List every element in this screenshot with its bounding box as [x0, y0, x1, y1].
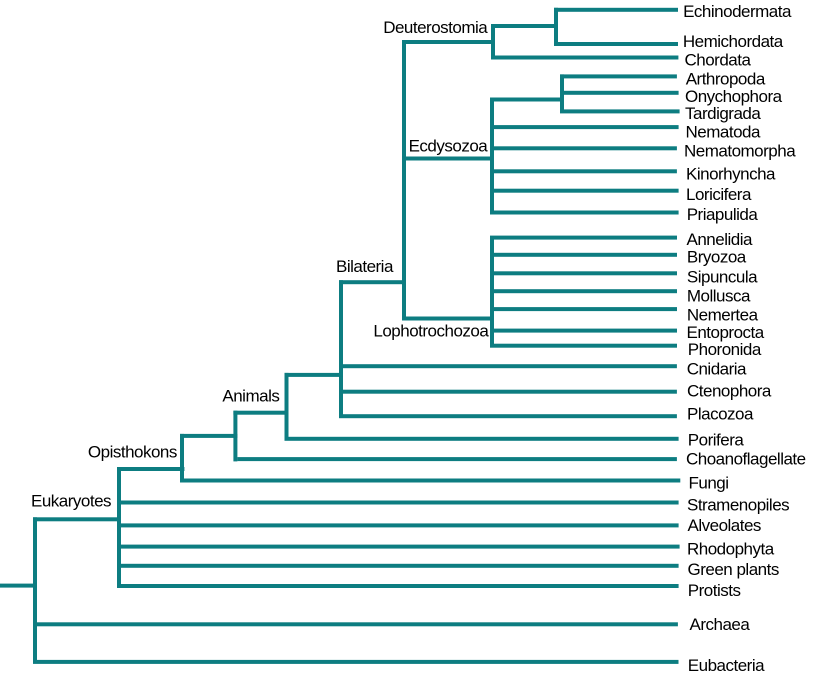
svg-text:Nematoda: Nematoda	[686, 123, 761, 142]
svg-text:Eubacteria: Eubacteria	[688, 656, 765, 673]
svg-text:Porifera: Porifera	[688, 431, 745, 450]
svg-text:Archaea: Archaea	[690, 615, 751, 634]
svg-text:Alveolates: Alveolates	[688, 516, 761, 535]
svg-text:Green plants: Green plants	[688, 560, 779, 579]
svg-text:Cnidaria: Cnidaria	[687, 360, 747, 379]
svg-text:Stramenopiles: Stramenopiles	[687, 496, 789, 515]
svg-text:Animals: Animals	[222, 387, 279, 406]
svg-text:Echinodermata: Echinodermata	[683, 2, 792, 21]
svg-text:Tardigrada: Tardigrada	[685, 104, 761, 123]
svg-text:Onychophora: Onychophora	[685, 87, 783, 106]
svg-text:Hemichordata: Hemichordata	[683, 32, 784, 51]
svg-text:Ctenophora: Ctenophora	[687, 382, 772, 401]
svg-text:Mollusca: Mollusca	[687, 286, 751, 305]
svg-text:Nematomorpha: Nematomorpha	[684, 142, 796, 161]
svg-text:Chordata: Chordata	[685, 51, 752, 70]
svg-text:Nemertea: Nemertea	[687, 305, 759, 324]
svg-text:Protists: Protists	[688, 581, 741, 600]
svg-text:Bilateria: Bilateria	[336, 257, 394, 276]
svg-text:Entoprocta: Entoprocta	[687, 323, 765, 342]
svg-text:Placozoa: Placozoa	[687, 405, 754, 424]
svg-text:Bryozoa: Bryozoa	[687, 248, 747, 267]
svg-text:Deuterostomia: Deuterostomia	[383, 18, 488, 37]
svg-text:Sipuncula: Sipuncula	[687, 267, 758, 286]
svg-text:Ecdysozoa: Ecdysozoa	[409, 136, 489, 155]
svg-text:Opisthokons: Opisthokons	[88, 442, 177, 461]
svg-text:Annelidia: Annelidia	[687, 230, 753, 249]
svg-text:Loricifera: Loricifera	[686, 185, 752, 204]
svg-text:Arthropoda: Arthropoda	[686, 69, 766, 88]
svg-text:Kinorhyncha: Kinorhyncha	[686, 164, 776, 183]
svg-text:Priapulida: Priapulida	[687, 205, 759, 224]
svg-text:Phoronida: Phoronida	[688, 340, 762, 359]
svg-text:Fungi: Fungi	[689, 474, 729, 493]
svg-text:Choanoflagellate: Choanoflagellate	[686, 450, 806, 469]
svg-text:Eukaryotes: Eukaryotes	[31, 492, 111, 511]
svg-text:Rhodophyta: Rhodophyta	[687, 540, 775, 559]
svg-text:Lophotrochozoa: Lophotrochozoa	[373, 321, 489, 340]
